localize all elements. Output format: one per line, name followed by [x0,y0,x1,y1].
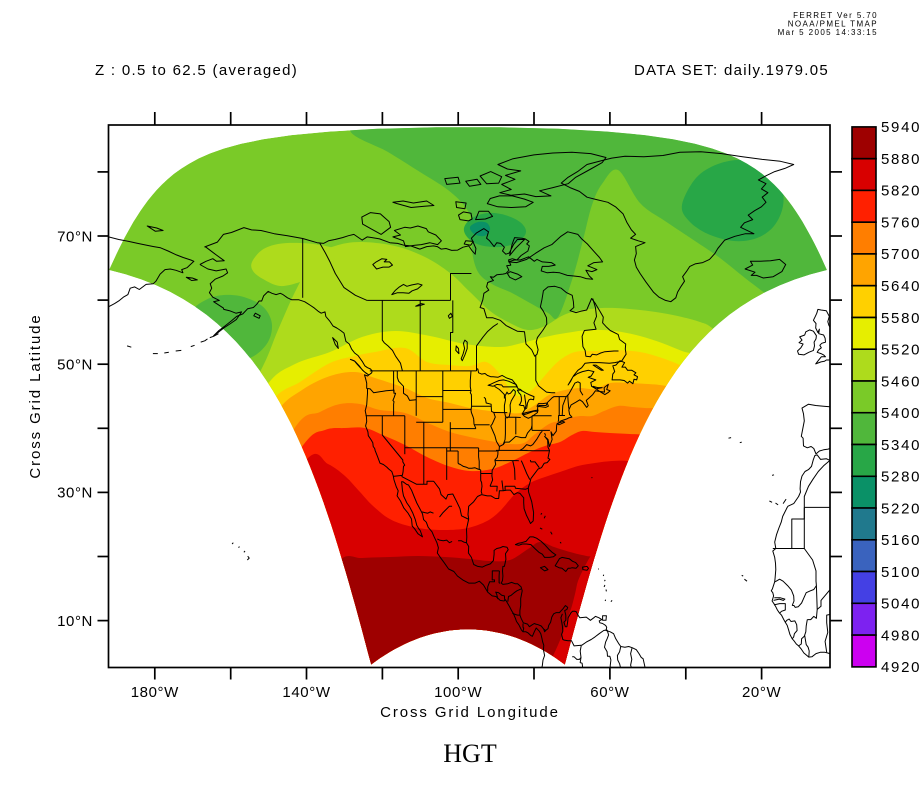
svg-text:Cross Grid Longitude: Cross Grid Longitude [380,704,560,721]
svg-text:10°N: 10°N [57,613,93,630]
svg-text:100°W: 100°W [434,684,482,701]
svg-text:5460: 5460 [881,373,921,390]
svg-text:140°W: 140°W [282,684,330,701]
svg-text:Cross Grid Latitude: Cross Grid Latitude [27,313,44,478]
svg-text:5640: 5640 [881,278,921,295]
svg-text:20°W: 20°W [742,684,781,701]
svg-text:60°W: 60°W [590,684,629,701]
svg-text:NOAA/PMEL TMAP: NOAA/PMEL TMAP [788,20,878,29]
svg-text:4920: 4920 [881,659,921,676]
svg-text:Mar 5 2005 14:33:15: Mar 5 2005 14:33:15 [778,28,878,37]
svg-text:5340: 5340 [881,437,921,454]
svg-text:5280: 5280 [881,469,921,486]
svg-text:30°N: 30°N [57,485,93,502]
svg-text:5040: 5040 [881,596,921,613]
svg-text:5760: 5760 [881,215,921,232]
svg-text:70°N: 70°N [57,228,93,245]
svg-text:5820: 5820 [881,183,921,200]
svg-text:Z : 0.5 to 62.5 (averaged): Z : 0.5 to 62.5 (averaged) [95,62,298,79]
svg-text:5160: 5160 [881,532,921,549]
svg-text:5520: 5520 [881,342,921,359]
svg-text:5880: 5880 [881,151,921,168]
svg-text:FERRET Ver 5.70: FERRET Ver 5.70 [793,11,878,20]
svg-text:5400: 5400 [881,405,921,422]
svg-text:HGT: HGT [443,739,497,768]
svg-text:4980: 4980 [881,627,921,644]
svg-text:5100: 5100 [881,564,921,581]
svg-text:5700: 5700 [881,246,921,263]
svg-text:180°W: 180°W [131,684,179,701]
svg-text:50°N: 50°N [57,357,93,374]
svg-text:5940: 5940 [881,119,921,136]
svg-text:5220: 5220 [881,500,921,517]
svg-text:DATA SET: daily.1979.05: DATA SET: daily.1979.05 [634,62,829,79]
svg-text:5580: 5580 [881,310,921,327]
